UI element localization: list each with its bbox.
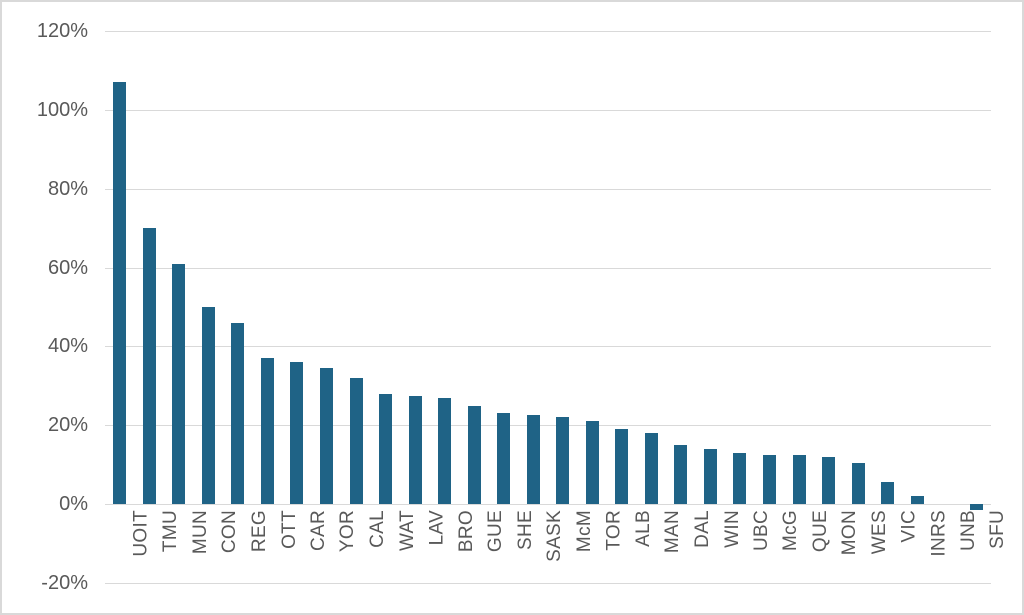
category-label: MON [839,510,861,556]
category-label: INRS [928,510,950,557]
bar [142,228,156,505]
category-label: WAT [396,510,418,552]
category-label: TOR [603,510,625,551]
category-label: QUE [810,510,832,553]
bar [349,377,363,505]
bar [644,433,658,505]
bar [408,395,422,505]
category-label: WES [869,510,891,555]
gridline [105,346,991,348]
y-axis-tick-label: 40% [47,335,88,358]
bar [556,417,570,505]
y-axis-tick-label: 100% [36,98,88,121]
category-label: CAL [367,510,389,549]
y-axis-tick-label: 20% [47,414,88,437]
gridline [105,583,991,584]
category-label: CAR [307,510,329,552]
category-label: DAL [691,510,713,549]
category-label: SASK [544,510,566,563]
gridline [105,188,991,190]
category-label: McM [573,510,595,553]
bar [231,322,245,505]
category-label: LAV [426,510,448,546]
category-label: CON [219,510,241,554]
gridline [105,267,991,269]
bar [172,263,186,505]
category-label: UNB [957,510,979,552]
y-axis-tick-label: 0% [59,493,88,516]
category-label: SHE [514,510,536,551]
bar [910,496,924,505]
bar [733,452,747,505]
bar [438,397,452,505]
bar [763,454,776,505]
gridline [105,109,991,111]
category-label: BRO [455,510,477,553]
bar [526,415,540,505]
bar [290,362,304,505]
category-label: OTT [278,510,300,550]
bar [703,448,717,505]
category-label: McG [780,510,802,552]
y-axis-tick-label: 80% [47,177,88,200]
category-label: MUN [189,510,211,555]
category-label: SFU [987,510,1009,550]
category-label: UBC [750,510,772,552]
category-label: GUE [485,510,507,553]
bar [379,393,393,505]
bar [320,368,333,505]
bar [822,456,836,505]
bar [585,421,599,505]
bar [260,358,274,505]
bar [674,445,688,505]
bar [792,454,806,505]
bar [201,307,215,505]
category-label: VIC [898,510,920,543]
category-label: UOIT [130,510,152,557]
bar [113,82,127,505]
bar [851,462,865,505]
bar [497,413,511,505]
y-axis-tick-label: 120% [36,20,88,42]
bar [969,504,983,511]
category-label: WIN [721,510,743,548]
y-axis-tick-label: -20% [41,572,88,594]
gridline [105,504,991,506]
bar [881,482,895,505]
gridline [105,31,991,32]
bar [467,405,481,505]
category-label: REG [248,510,270,553]
category-label: MAN [662,510,684,554]
y-axis-tick-label: 60% [47,256,88,279]
gridline [105,425,991,427]
bar [615,429,629,505]
category-label: ALB [632,510,654,547]
category-label: TMU [160,510,182,553]
category-label: YOR [337,510,359,553]
